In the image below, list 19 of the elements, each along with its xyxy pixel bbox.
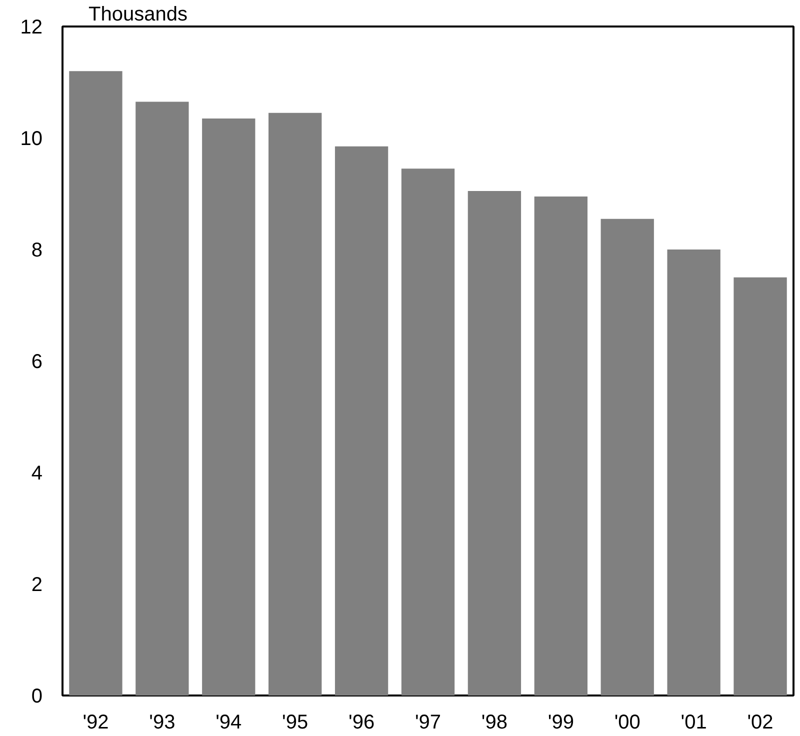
y-tick-label: 2 xyxy=(31,574,42,596)
x-tick-label: '95 xyxy=(282,712,308,734)
y-tick-label: 8 xyxy=(31,240,42,262)
y-axis-title: Thousands xyxy=(88,4,188,26)
x-tick-label: '98 xyxy=(481,712,508,734)
x-tick-label: '00 xyxy=(614,712,640,734)
x-tick-label: '01 xyxy=(680,712,707,734)
x-tick-label: '94 xyxy=(216,712,242,734)
y-tick-label: 0 xyxy=(31,686,42,708)
x-tick-label: '97 xyxy=(414,712,442,734)
y-tick-label: 6 xyxy=(31,351,42,373)
x-tick-label: '93 xyxy=(149,712,176,734)
x-tick-label: '92 xyxy=(82,712,109,734)
y-tick-label: 12 xyxy=(20,16,43,38)
x-tick-label: '99 xyxy=(548,712,574,734)
y-tick-label: 4 xyxy=(31,462,42,484)
y-tick-label: 10 xyxy=(20,128,43,150)
x-tick-label: '96 xyxy=(348,712,375,734)
x-tick-label: '02 xyxy=(747,712,774,734)
